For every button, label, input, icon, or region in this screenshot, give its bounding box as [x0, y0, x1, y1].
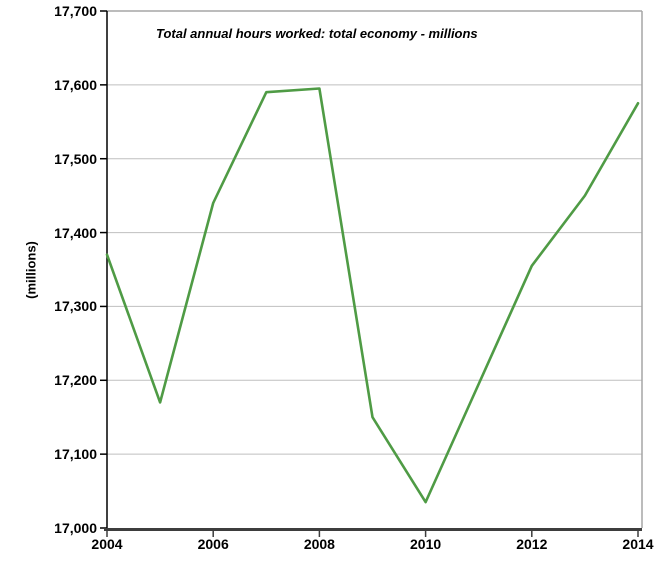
y-axis-tick-label: 17,000	[54, 520, 97, 536]
x-axis-tick-label: 2006	[197, 536, 229, 552]
x-axis-tick-label: 2014	[622, 536, 654, 552]
chart-title: Total annual hours worked: total economy…	[156, 26, 478, 41]
y-axis-tick-label: 17,400	[54, 224, 97, 241]
y-axis-tick-label: 17,300	[54, 298, 97, 315]
y-axis-label: (millions)	[23, 241, 39, 299]
y-axis-tick-label: 17,200	[54, 372, 97, 389]
line-series	[105, 87, 640, 504]
y-axis-tick-label: 17,500	[54, 150, 97, 167]
x-axis-tick-label: 2010	[410, 536, 442, 552]
x-axis-tick-label: 2008	[303, 536, 335, 552]
x-axis-tick-label: 2012	[516, 536, 548, 552]
x-axis-tick-label: 2004	[91, 536, 123, 552]
y-axis-tick-label: 17,100	[54, 446, 97, 463]
y-axis-tick-label: 17,600	[54, 76, 97, 93]
y-axis-tick-label: 17,700	[54, 3, 97, 19]
